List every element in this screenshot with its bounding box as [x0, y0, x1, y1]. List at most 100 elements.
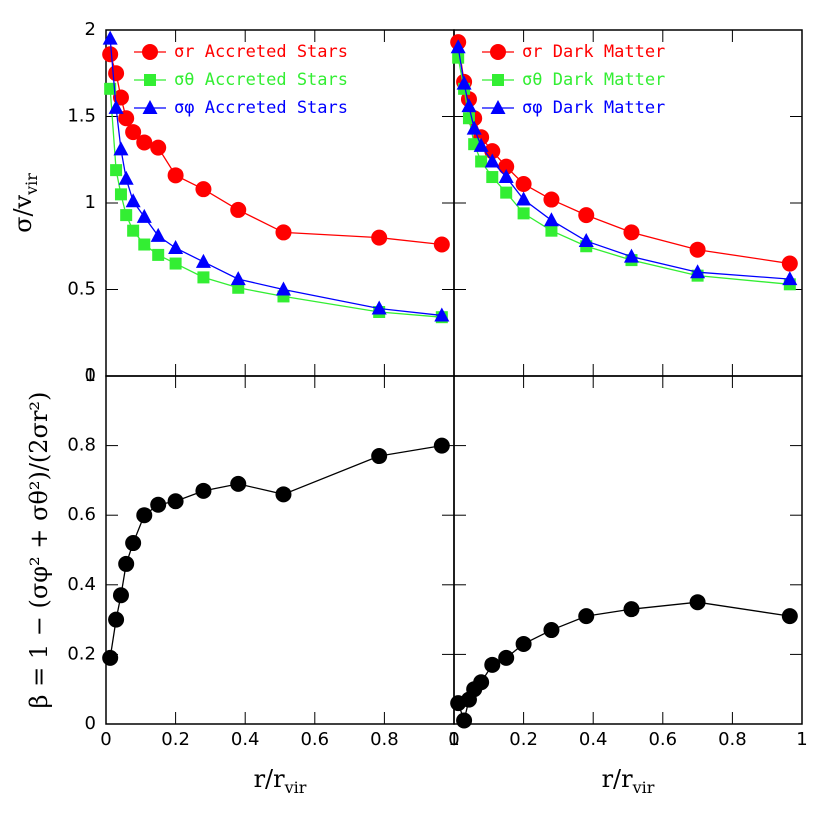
marker	[142, 44, 158, 60]
marker	[127, 224, 140, 237]
y-axis-label-main: σ/v	[9, 194, 37, 232]
x-tick-label: 0.4	[231, 729, 260, 750]
x-tick-label: 1	[796, 729, 807, 750]
marker	[197, 271, 210, 284]
marker	[138, 238, 151, 251]
marker	[108, 65, 125, 82]
marker	[623, 224, 640, 241]
y-tick-label: 1	[85, 192, 96, 213]
y-axis-label-main: β = 1 − (σφ² + σθ²)/(2σr²)	[25, 392, 53, 709]
x-axis-label-sub: vir	[284, 778, 307, 797]
x-axis-label-main: r/r	[254, 765, 286, 793]
marker	[230, 475, 247, 492]
x-axis-label: r/rvir	[254, 765, 307, 797]
y-axis-label: β = 1 − (σφ² + σθ²)/(2σr²)	[25, 392, 53, 709]
marker	[168, 239, 184, 254]
marker	[150, 496, 167, 513]
x-axis-label-sub: vir	[632, 778, 655, 797]
marker	[118, 555, 135, 572]
marker	[152, 248, 165, 261]
marker	[136, 507, 153, 524]
marker	[484, 153, 500, 168]
x-axis-label: r/rvir	[602, 765, 655, 797]
marker	[473, 674, 490, 691]
marker	[112, 89, 129, 106]
marker	[118, 170, 134, 185]
x-tick-label: 0.4	[579, 729, 608, 750]
panel: σr Dark Matter σθ Dark Matter σφ Dark Matt…	[450, 29, 803, 377]
marker	[498, 169, 514, 184]
marker	[114, 188, 127, 201]
marker	[142, 100, 158, 114]
series-line	[109, 444, 442, 658]
marker	[136, 134, 153, 151]
marker	[623, 248, 639, 263]
marker	[490, 100, 506, 114]
y-tick-label: 1.5	[67, 106, 96, 127]
marker	[110, 164, 123, 177]
marker	[545, 224, 558, 237]
marker	[125, 535, 142, 552]
marker	[125, 193, 141, 208]
x-tick-label: 0.6	[648, 729, 677, 750]
marker	[690, 264, 706, 279]
marker	[543, 191, 560, 208]
x-tick-label: 1	[448, 729, 459, 750]
x-tick-label: 0	[448, 729, 459, 750]
plot-frame	[105, 375, 455, 725]
legend-label: σθ Dark Matter	[522, 70, 665, 90]
marker	[169, 257, 182, 270]
marker	[371, 448, 388, 465]
legend-label: σr Accreted Stars	[174, 42, 348, 62]
marker	[108, 611, 125, 628]
marker	[484, 656, 501, 673]
marker	[452, 51, 465, 64]
marker	[515, 635, 532, 652]
legend-label: σφ Dark Matter	[522, 98, 665, 118]
marker	[195, 253, 211, 268]
marker	[473, 137, 489, 152]
marker	[578, 207, 595, 224]
marker	[486, 171, 499, 184]
y-axis-label: σ/vvir	[9, 173, 41, 233]
marker	[515, 175, 532, 192]
x-tick-label: 0.2	[161, 729, 190, 750]
marker	[623, 601, 640, 618]
marker	[371, 300, 387, 315]
marker	[150, 139, 167, 156]
marker	[461, 98, 477, 113]
x-axis-label-main: r/r	[602, 765, 634, 793]
y-tick-label: 0.6	[67, 504, 96, 525]
panel: 0 0.5 1 1.5 2 σr Accreted Stars σθ Accreted St…	[9, 19, 455, 386]
marker	[144, 74, 156, 86]
y-axis-label-sub: vir	[22, 173, 41, 196]
y-tick-label: 0.5	[67, 279, 96, 300]
x-tick-label: 0	[100, 729, 111, 750]
x-tick-label: 0.8	[370, 729, 399, 750]
marker	[782, 271, 798, 286]
marker	[102, 649, 119, 666]
marker	[498, 649, 515, 666]
marker	[543, 622, 560, 639]
marker	[781, 608, 798, 625]
marker	[433, 437, 450, 454]
marker	[102, 46, 119, 63]
marker	[104, 82, 117, 95]
legend-label: σφ Accreted Stars	[174, 98, 348, 118]
x-tick-label: 0.2	[509, 729, 538, 750]
marker	[543, 212, 559, 227]
panel: 0 0.2 0.4 0.6 0.8 1 r/rvir	[448, 375, 808, 797]
marker	[781, 255, 798, 272]
marker	[475, 155, 488, 168]
y-tick-label: 0	[85, 713, 96, 734]
marker	[195, 482, 212, 499]
marker	[466, 120, 482, 135]
marker	[517, 207, 530, 220]
marker	[689, 594, 706, 611]
marker	[578, 608, 595, 625]
y-tick-label: 1	[85, 365, 96, 386]
marker	[167, 493, 184, 510]
marker	[118, 110, 135, 127]
marker	[492, 74, 504, 86]
